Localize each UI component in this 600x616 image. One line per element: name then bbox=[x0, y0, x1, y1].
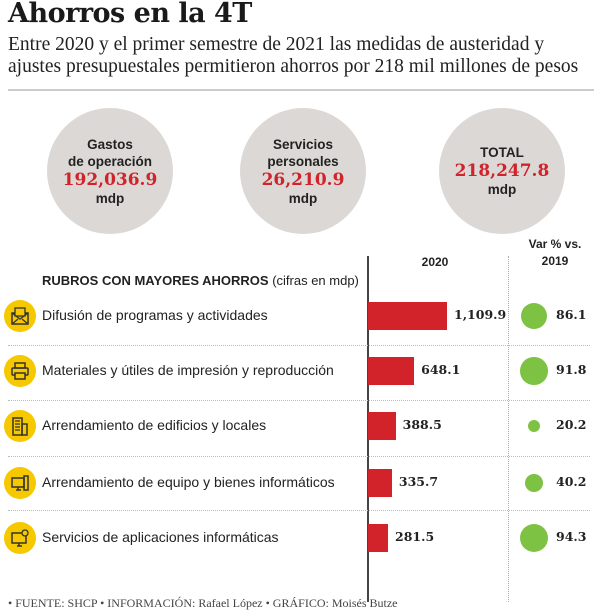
column-header-var-line1: Var % vs. bbox=[528, 237, 582, 251]
summary-label: Servicios bbox=[272, 136, 334, 152]
title: Ahorros en la 4T bbox=[8, 0, 252, 29]
bar-value-label: 1,109.9 bbox=[454, 307, 507, 322]
column-header-var-line2: 2019 bbox=[541, 254, 569, 268]
subtitle: Entre 2020 y el primer semestre de 2021 … bbox=[8, 34, 579, 77]
summary-label: Gastos bbox=[87, 136, 133, 152]
row-separator bbox=[8, 456, 590, 457]
summary-gastos-operacion: Gastos de operación 192,036.9 mdp bbox=[47, 108, 173, 234]
var-pct-dot bbox=[520, 524, 548, 552]
bar-value-label: 388.5 bbox=[402, 417, 442, 432]
column-divider bbox=[508, 256, 509, 602]
var-pct-dot bbox=[524, 473, 544, 493]
bar-2020 bbox=[368, 357, 415, 385]
var-pct-dot bbox=[520, 302, 548, 330]
row-separator bbox=[8, 345, 590, 346]
summary-value: 26,210.9 bbox=[261, 169, 345, 190]
var-pct-dot bbox=[520, 357, 548, 385]
bar-value-label: 335.7 bbox=[398, 474, 439, 489]
row-separator bbox=[8, 400, 590, 401]
var-pct-dot bbox=[527, 419, 541, 433]
summary-unit: mdp bbox=[487, 182, 517, 197]
bar-2020 bbox=[368, 412, 396, 440]
envelope-icon bbox=[4, 300, 36, 332]
category-label: Materiales y útiles de impresión y repro… bbox=[42, 362, 334, 378]
summary-label: de operación bbox=[67, 153, 153, 169]
category-label: Arrendamiento de edificios y locales bbox=[42, 417, 267, 433]
category-label: Arrendamiento de equipo y bienes informá… bbox=[42, 474, 335, 490]
row-separator bbox=[8, 510, 590, 511]
var-pct-label: 40.2 bbox=[556, 474, 587, 489]
category-label: Difusión de programas y actividades bbox=[42, 307, 268, 323]
building-icon bbox=[4, 410, 36, 442]
bar-2020 bbox=[368, 302, 447, 330]
summary-label: TOTAL bbox=[480, 145, 524, 160]
app-settings-icon bbox=[4, 522, 36, 554]
computer-icon bbox=[4, 467, 36, 499]
category-label: Servicios de aplicaciones informáticas bbox=[42, 529, 279, 545]
chart-title-main: RUBROS CON MAYORES AHORROS bbox=[42, 273, 269, 288]
summary-label: personales bbox=[267, 153, 339, 169]
column-header-2020: 2020 bbox=[421, 255, 449, 269]
summary-servicios-personales: Servicios personales 26,210.9 mdp bbox=[240, 108, 366, 234]
var-pct-label: 94.3 bbox=[556, 529, 587, 544]
summary-unit: mdp bbox=[95, 190, 125, 206]
summary-unit: mdp bbox=[288, 190, 318, 206]
footer-credits: • FUENTE: SHCP • INFORMACIÓN: Rafael Lóp… bbox=[8, 596, 398, 610]
summary-value: 192,036.9 bbox=[62, 169, 158, 190]
summary-total: TOTAL 218,247.8 mdp bbox=[439, 108, 565, 234]
var-pct-label: 86.1 bbox=[556, 307, 587, 322]
printer-icon bbox=[4, 355, 36, 387]
var-pct-label: 91.8 bbox=[556, 362, 587, 377]
bar-2020 bbox=[368, 524, 389, 552]
divider bbox=[8, 89, 594, 91]
bar-value-label: 648.1 bbox=[421, 362, 461, 377]
bar-2020 bbox=[368, 469, 392, 497]
chart-title-note: (cifras en mdp) bbox=[272, 273, 359, 288]
bar-value-label: 281.5 bbox=[395, 529, 435, 544]
chart-title: RUBROS CON MAYORES AHORROS (cifras en md… bbox=[42, 273, 359, 288]
column-header-var: Var % vs. 2019 bbox=[515, 236, 595, 270]
summary-value: 218,247.8 bbox=[454, 161, 550, 181]
var-pct-label: 20.2 bbox=[556, 417, 587, 432]
